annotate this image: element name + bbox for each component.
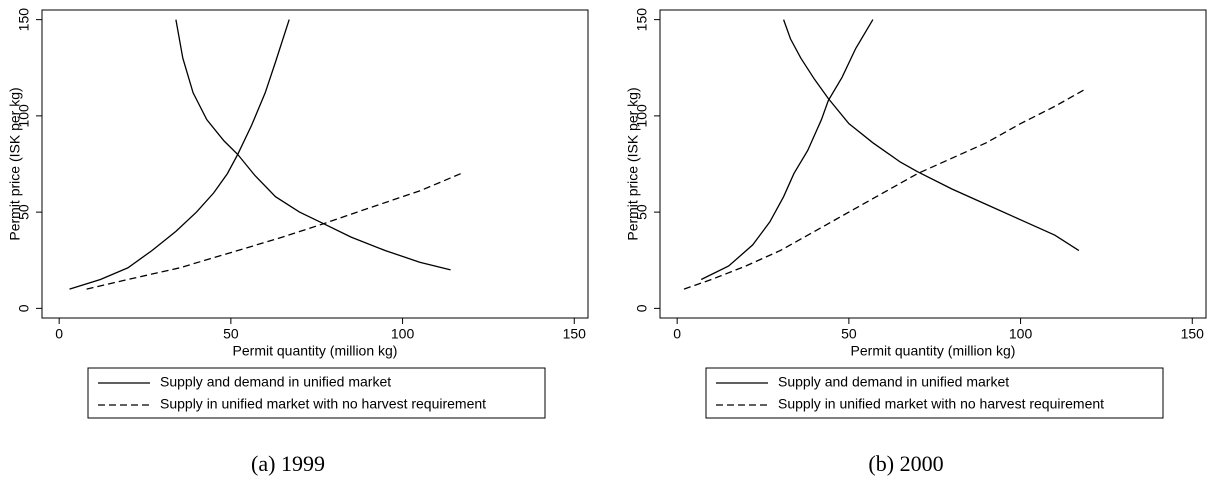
curve xyxy=(69,19,290,290)
x-tick-label: 150 xyxy=(1181,326,1205,342)
x-tick-label: 0 xyxy=(673,326,681,342)
y-tick-label: 50 xyxy=(634,204,650,220)
x-tick-label: 100 xyxy=(1009,326,1033,342)
y-tick-label: 150 xyxy=(16,8,32,32)
legend-box xyxy=(705,367,1164,419)
caption: (a) 1999 xyxy=(251,451,325,476)
curve xyxy=(86,173,462,290)
x-tick-label: 50 xyxy=(841,326,857,342)
curve xyxy=(700,19,874,281)
plot-frame xyxy=(659,9,1207,319)
y-tick-label: 0 xyxy=(16,304,32,312)
y-tick-label: 100 xyxy=(634,104,650,128)
x-tick-label: 100 xyxy=(391,326,415,342)
y-tick-label: 50 xyxy=(16,204,32,220)
y-tick-label: 100 xyxy=(16,104,32,128)
curve xyxy=(683,88,1087,290)
legend-label: Supply in unified market with no harvest… xyxy=(778,396,1104,412)
y-axis-title: Permit price (ISK per kg) xyxy=(625,87,641,240)
y-axis-title: Permit price (ISK per kg) xyxy=(7,87,23,240)
caption: (b) 2000 xyxy=(868,451,943,476)
y-tick-label: 150 xyxy=(634,8,650,32)
plot-frame xyxy=(41,9,589,319)
x-tick-label: 0 xyxy=(55,326,63,342)
legend-label: Supply in unified market with no harvest… xyxy=(160,396,486,412)
legend-box xyxy=(87,367,546,419)
curve xyxy=(175,19,451,271)
x-axis-title: Permit quantity (million kg) xyxy=(851,343,1016,359)
x-tick-label: 50 xyxy=(223,326,239,342)
legend-label: Supply and demand in unified market xyxy=(778,374,1009,390)
x-axis-title: Permit quantity (million kg) xyxy=(233,343,398,359)
curve xyxy=(782,19,1080,252)
y-tick-label: 0 xyxy=(634,304,650,312)
x-tick-label: 150 xyxy=(563,326,587,342)
legend-label: Supply and demand in unified market xyxy=(160,374,391,390)
